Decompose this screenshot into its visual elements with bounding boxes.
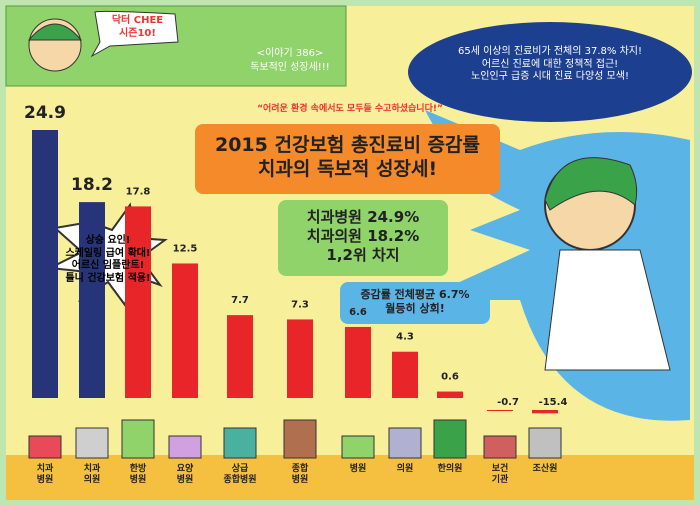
starburst-text: 상승 요인! 스케일링 급여 확대! 어르신 임플란트! 틀니 건강보험 적용! — [65, 235, 151, 284]
value-label: -15.4 — [539, 397, 568, 408]
x-tick-label: 요양 병원 — [176, 464, 194, 486]
value-label: 6.6 — [349, 307, 367, 318]
badge-bubble — [90, 10, 179, 58]
value-label: 7.7 — [231, 295, 249, 306]
building — [28, 435, 62, 459]
x-tick-label: 병원 — [349, 464, 367, 474]
building — [341, 435, 375, 459]
x-tick-label: 치과 의원 — [83, 464, 101, 486]
building — [168, 435, 202, 459]
highlight-text: 치과병원 24.9% 치과의원 18.2% 1,2위 차지 — [306, 208, 420, 264]
building — [283, 419, 317, 459]
title: 2015 건강보험 총진료비 증감률 치과의 독보적 성장세! — [214, 134, 480, 180]
building — [528, 427, 562, 459]
doctor-cap — [544, 157, 638, 211]
episode: <이야기 386> — [256, 48, 324, 59]
building — [483, 435, 517, 459]
subtitle: “어려운 환경 속에서도 모두들 수고하셨습니다!” — [257, 104, 443, 114]
value-label: 7.3 — [291, 299, 309, 310]
building — [223, 427, 257, 459]
x-tick-label: 한방 병원 — [129, 464, 147, 486]
bar — [79, 202, 105, 398]
ground — [6, 455, 694, 500]
episode-title: 독보적인 성장세!!! — [250, 62, 330, 73]
building — [75, 427, 109, 459]
note-text: 증감률 전체평균 6.7% 월등히 상회! — [360, 288, 470, 315]
title-box — [195, 124, 500, 194]
highlight-box — [278, 200, 448, 276]
bar — [532, 410, 558, 414]
value-label: 4.3 — [396, 332, 414, 343]
building — [433, 419, 467, 459]
bar — [287, 319, 313, 398]
bar — [487, 410, 513, 411]
x-tick-label: 보건 기관 — [491, 464, 509, 486]
character-cap — [27, 23, 83, 41]
bar — [172, 263, 198, 398]
bubble-text: 65세 이상의 진료비가 전체의 37.8% 차지! 어르신 진료에 대한 정책… — [458, 46, 642, 82]
building — [121, 419, 155, 459]
note-box — [340, 282, 490, 324]
x-tick-label: 종합 병원 — [291, 464, 309, 486]
building — [388, 427, 422, 459]
bar — [32, 130, 58, 398]
value-label: 12.5 — [173, 243, 198, 254]
x-tick-label: 상급 종합병원 — [223, 464, 257, 486]
value-label: 17.8 — [126, 186, 151, 197]
value-label: -0.7 — [497, 397, 519, 408]
value-label: 0.6 — [441, 372, 459, 383]
bar — [125, 206, 151, 398]
bar — [227, 315, 253, 398]
x-tick-label: 한의원 — [437, 464, 463, 474]
bar — [437, 391, 463, 398]
value-label: 18.2 — [71, 175, 113, 195]
bar — [345, 326, 371, 398]
badge: 닥터 CHEE 시즌10! — [111, 15, 164, 39]
bar — [392, 351, 418, 398]
doctor-coat — [544, 249, 671, 371]
x-tick-label: 의원 — [396, 464, 414, 474]
value-label: 24.9 — [24, 103, 66, 123]
x-tick-label: 조산원 — [532, 464, 558, 474]
x-tick-label: 치과 병원 — [36, 464, 54, 486]
speech-bubble — [408, 22, 692, 122]
